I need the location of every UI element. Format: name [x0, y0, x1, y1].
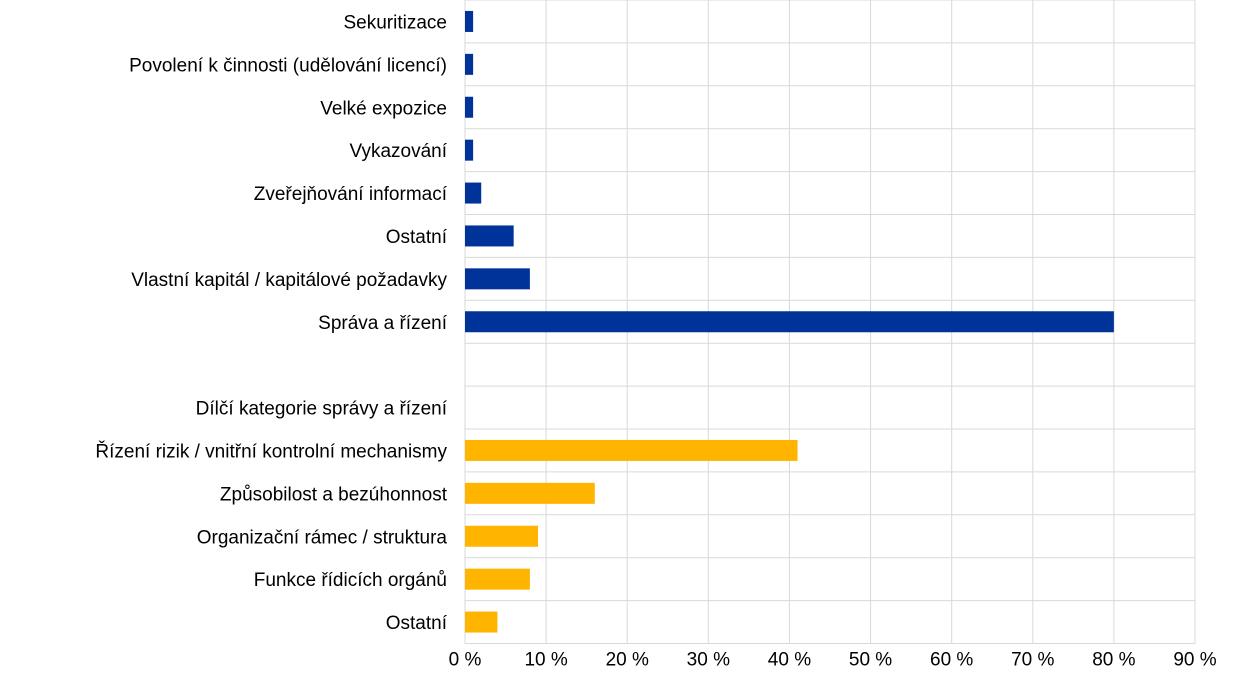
x-tick-label: 30 %: [687, 650, 730, 671]
bar-primary: [465, 182, 482, 204]
category-label: Vykazování: [349, 141, 447, 162]
bar-primary: [465, 96, 474, 118]
category-label: Vlastní kapitál / kapitálové požadavky: [131, 270, 447, 291]
x-tick-label: 90 %: [1173, 650, 1216, 671]
bars: [465, 10, 1114, 633]
bar-primary: [465, 225, 514, 247]
category-label: Způsobilost a bezúhonnost: [220, 484, 448, 505]
bar-governance-subcategory: [465, 568, 530, 590]
category-label: Sekuritizace: [344, 12, 448, 33]
bar-governance-subcategory: [465, 482, 595, 504]
x-tick-label: 20 %: [606, 650, 649, 671]
x-tick-label: 80 %: [1092, 650, 1135, 671]
bar-governance-subcategory: [465, 439, 798, 461]
category-labels: Sekuritizace Povolení k činnosti (udělová…: [95, 12, 447, 634]
x-tick-label: 50 %: [849, 650, 892, 671]
category-label: Dílčí kategorie správy a řízení: [196, 399, 448, 420]
category-label: Povolení k činnosti (udělování licencí): [129, 55, 447, 76]
x-tick-label: 70 %: [1011, 650, 1054, 671]
category-label: Správa a řízení: [318, 313, 448, 334]
category-label: Ostatní: [386, 227, 448, 248]
x-tick-label: 60 %: [930, 650, 973, 671]
bar-primary: [465, 10, 474, 32]
category-label: Ostatní: [386, 613, 448, 634]
x-axis-ticks: 0 % 10 % 20 % 30 % 40 % 50 % 60 % 70 % 80 % 90 %: [449, 650, 1217, 671]
category-label: Řízení rizik / vnitřní kontrolní mechani…: [95, 440, 447, 462]
x-tick-label: 40 %: [768, 650, 811, 671]
bar-primary: [465, 311, 1114, 333]
bar-primary: [465, 139, 474, 161]
category-label: Zveřejňování informací: [254, 184, 448, 205]
x-tick-label: 0 %: [449, 650, 482, 671]
bar-governance-subcategory: [465, 611, 498, 633]
x-tick-label: 10 %: [524, 650, 567, 671]
bar-governance-subcategory: [465, 525, 538, 547]
category-label: Velké expozice: [320, 98, 447, 119]
bar-primary: [465, 268, 530, 290]
bar-primary: [465, 53, 474, 75]
category-label: Organizační rámec / struktura: [197, 527, 448, 548]
category-label: Funkce řídicích orgánů: [254, 570, 447, 591]
